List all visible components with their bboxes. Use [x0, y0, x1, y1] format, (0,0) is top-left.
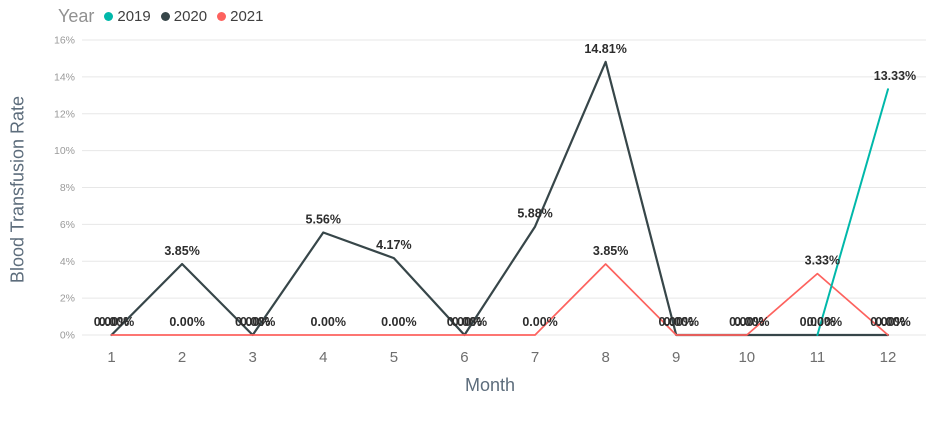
series-line-2021 — [110, 263, 889, 336]
x-tick-label: 3 — [249, 349, 257, 366]
legend-item-2019[interactable]: 2019 — [104, 8, 151, 25]
y-tick-label: 6% — [60, 219, 75, 231]
data-label-2021: 0.00% — [875, 315, 910, 329]
x-tick-label: 11 — [810, 349, 826, 366]
x-axis-title: Month — [464, 375, 516, 395]
data-label-2021: 0.00% — [452, 315, 487, 329]
legend-item-2020[interactable]: 2020 — [160, 8, 208, 25]
data-label-2020: 0.00% — [800, 315, 835, 329]
data-label-2020: 0.00% — [447, 315, 482, 329]
x-tick-label: 1 — [107, 349, 115, 366]
legend-item-label: 2020 — [173, 8, 208, 25]
y-tick-label: 0% — [60, 330, 75, 342]
series-line-2020 — [110, 60, 890, 337]
data-label-2020: 4.17% — [376, 238, 411, 252]
data-label-2020: 0.00% — [729, 315, 764, 329]
data-label-2021: 0.00% — [99, 315, 134, 329]
x-tick-label: 5 — [390, 349, 398, 366]
series-line-2019 — [816, 88, 889, 336]
y-tick-label: 8% — [60, 182, 75, 194]
x-tick-label: 7 — [531, 349, 539, 366]
legend-swatch-2021-icon — [217, 12, 227, 21]
data-label-2020: 3.85% — [164, 244, 199, 258]
legend-item-label: 2019 — [117, 8, 151, 25]
data-label-2021: 0.00% — [734, 315, 769, 329]
data-label-2021: 0.00% — [663, 315, 698, 329]
legend: Year 2019 2020 2021 — [58, 6, 274, 27]
y-tick-label: 4% — [60, 256, 75, 268]
y-tick-label: 2% — [60, 293, 75, 305]
x-tick-label: 12 — [880, 349, 897, 366]
data-label-2019: 13.33% — [874, 69, 916, 83]
x-tick-label: 4 — [319, 349, 327, 366]
y-tick-label: 16% — [54, 35, 75, 47]
data-label-2019: 0.00% — [807, 315, 842, 329]
legend-items: 2019 2020 2021 — [104, 8, 273, 25]
data-label-2021: 0.00% — [240, 315, 275, 329]
data-label-2020: 0.00% — [658, 315, 693, 329]
legend-item-2021[interactable]: 2021 — [217, 8, 264, 25]
data-label-2020: 5.56% — [306, 212, 341, 226]
legend-swatch-2020-icon — [160, 12, 170, 21]
data-label-2021: 0.00% — [311, 315, 346, 329]
data-label-2021: 3.33% — [805, 254, 840, 268]
x-tick-label: 2 — [178, 349, 186, 366]
data-label-2020: 0.00% — [235, 315, 270, 329]
y-tick-label: 10% — [54, 145, 75, 157]
data-label-2021: 3.85% — [593, 244, 628, 258]
x-tick-label: 10 — [738, 349, 755, 366]
data-label-2021: 0.00% — [381, 315, 416, 329]
legend-title: Year — [58, 6, 95, 26]
data-label-2020: 0.00% — [94, 315, 129, 329]
x-tick-label: 6 — [460, 349, 468, 366]
data-label-2020: 0.00% — [870, 315, 905, 329]
data-label-2021: 0.00% — [169, 315, 204, 329]
x-tick-label: 8 — [601, 349, 609, 366]
y-tick-label: 14% — [54, 71, 75, 83]
x-tick-label: 9 — [672, 349, 680, 366]
legend-swatch-2019-icon — [104, 12, 114, 21]
data-label-2020: 14.81% — [584, 42, 626, 56]
y-tick-label: 12% — [54, 108, 75, 120]
legend-item-label: 2021 — [230, 8, 264, 25]
data-label-2020: 5.88% — [517, 207, 552, 221]
data-label-2021: 0.00% — [522, 315, 557, 329]
